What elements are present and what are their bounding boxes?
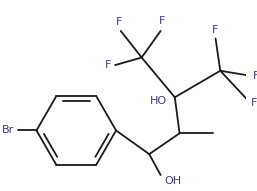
Text: HO: HO bbox=[150, 96, 167, 106]
Text: F: F bbox=[105, 60, 111, 70]
Text: F: F bbox=[253, 70, 257, 80]
Text: F: F bbox=[251, 98, 257, 108]
Text: F: F bbox=[212, 25, 219, 35]
Text: F: F bbox=[116, 17, 122, 27]
Text: OH: OH bbox=[164, 176, 181, 186]
Text: Br: Br bbox=[2, 125, 14, 135]
Text: F: F bbox=[159, 16, 166, 26]
